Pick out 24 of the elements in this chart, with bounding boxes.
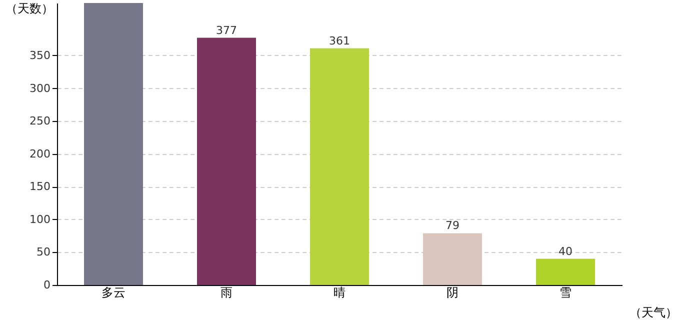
bar — [536, 258, 595, 285]
x-tick-label: 晴 — [334, 286, 346, 300]
y-tick-label: 200 — [30, 147, 50, 160]
y-tick-label: 100 — [30, 212, 50, 226]
y-tick-label: 50 — [36, 246, 50, 259]
y-tick-label: 150 — [30, 180, 50, 194]
bar — [197, 38, 256, 285]
bar — [310, 48, 369, 285]
y-axis-title: （天数） — [6, 2, 54, 16]
x-tick-label: 阴 — [446, 286, 458, 300]
data-label: 361 — [329, 34, 350, 48]
y-tick-label: 250 — [30, 114, 50, 128]
data-label: 377 — [216, 24, 237, 37]
x-tick-label: 雨 — [220, 286, 232, 300]
bar — [423, 233, 482, 285]
x-tick-label: 雪 — [560, 286, 572, 300]
data-label: 40 — [558, 244, 572, 258]
y-tick-label: 350 — [30, 48, 50, 62]
x-axis-title: （天气） — [630, 306, 678, 320]
data-label: 79 — [446, 219, 460, 232]
y-tick-label: 0 — [44, 278, 50, 292]
y-tick-label: 300 — [30, 82, 50, 95]
bar — [84, 3, 143, 285]
x-tick-label: 多云 — [102, 286, 126, 300]
